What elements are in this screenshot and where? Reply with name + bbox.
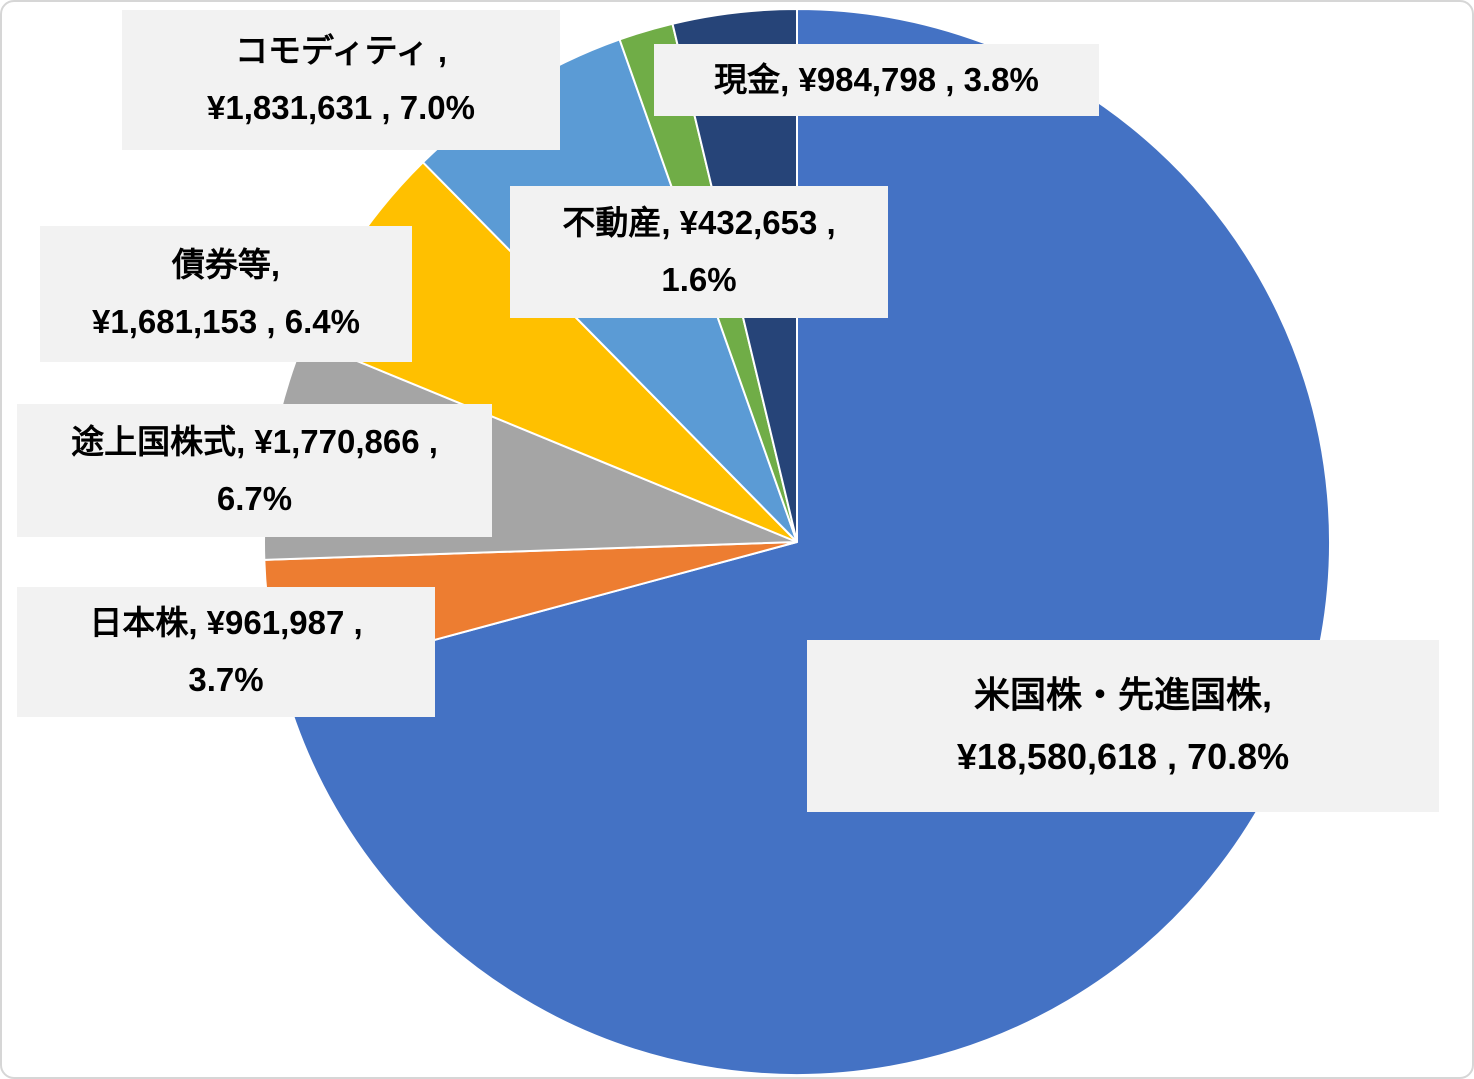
data-label-line: コモディティ ,: [234, 32, 448, 70]
data-label-line: 債券等,: [171, 246, 281, 284]
data-label-japan-stocks: 日本株, ¥961,987 , 3.7%: [17, 587, 435, 717]
data-label-bonds: 債券等, ¥1,681,153 , 6.4%: [40, 226, 412, 362]
data-label-cash: 現金, ¥984,798 , 3.8%: [654, 44, 1099, 116]
data-label-emerging-stocks: 途上国株式, ¥1,770,866 , 6.7%: [17, 404, 492, 537]
data-label-line: 途上国株式, ¥1,770,866 ,: [71, 422, 438, 460]
data-label-us-developed-stocks: 米国株・先進国株, ¥18,580,618 , 70.8%: [807, 640, 1439, 812]
data-label-line: ¥18,580,618 , 70.8%: [956, 736, 1290, 777]
data-label-line: ¥1,681,153 , 6.4%: [92, 303, 360, 340]
data-label-line: ¥1,831,631 , 7.0%: [207, 89, 475, 126]
data-label-commodity: コモディティ , ¥1,831,631 , 7.0%: [122, 10, 560, 150]
data-label-line: 日本株, ¥961,987 ,: [89, 604, 363, 642]
data-label-line: 1.6%: [661, 261, 737, 298]
data-label-line: 6.7%: [216, 479, 293, 517]
data-label-line: 現金, ¥984,798 , 3.8%: [714, 60, 1039, 98]
data-label-line: 3.7%: [188, 661, 264, 698]
data-label-line: 米国株・先進国株,: [973, 674, 1272, 716]
data-label-real-estate: 不動産, ¥432,653 , 1.6%: [510, 186, 888, 318]
data-label-line: 不動産, ¥432,653 ,: [562, 204, 836, 242]
